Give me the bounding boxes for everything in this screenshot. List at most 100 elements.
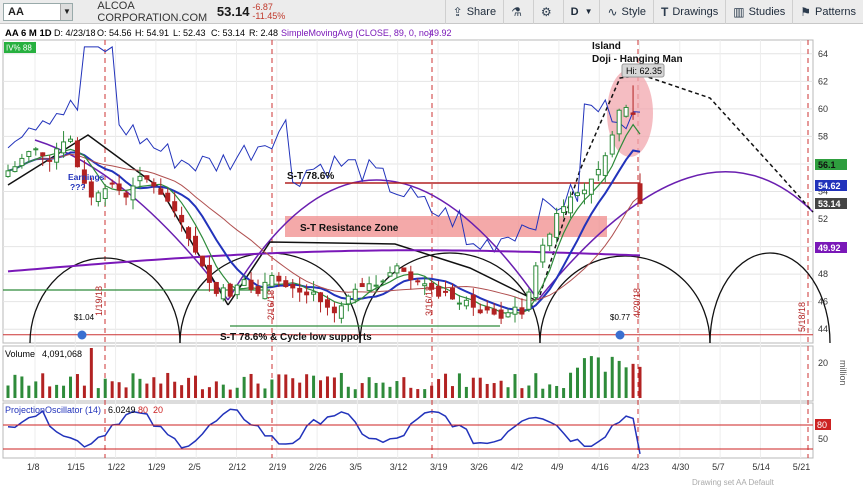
candle <box>387 272 393 277</box>
candle <box>477 309 483 314</box>
candle <box>26 151 32 157</box>
drawing-tool-icon: T <box>661 4 669 19</box>
candle <box>81 169 87 184</box>
candle <box>33 148 39 151</box>
symbol-input[interactable]: AA ▼ <box>3 2 74 21</box>
candle <box>123 192 129 198</box>
date-tick-label: 1/22 <box>108 462 126 472</box>
period-button[interactable]: D ▼ <box>562 0 600 24</box>
volume-bar <box>610 356 614 398</box>
candle <box>186 227 192 239</box>
price-tag-4992: 49.92 <box>818 243 841 253</box>
volume-bar <box>319 380 323 398</box>
volume-bar <box>409 387 413 398</box>
volume-bar <box>464 386 468 398</box>
volume-bar <box>55 384 59 398</box>
volume-bar <box>235 387 239 398</box>
candle <box>581 189 587 195</box>
volume-bar <box>617 360 621 398</box>
cycle-date-label: 1/19/18 <box>94 286 104 316</box>
candle <box>623 106 629 117</box>
price-tag-5314: 53.14 <box>818 199 841 209</box>
volume-bar <box>381 382 385 398</box>
candle <box>88 181 94 198</box>
period-label: D <box>570 5 579 18</box>
island-highlight <box>607 69 653 157</box>
date-tick-label: 3/19 <box>430 462 448 472</box>
flask-button[interactable]: ⚗ <box>503 0 533 24</box>
volume-bar <box>284 374 288 398</box>
candle <box>283 280 289 288</box>
candle <box>95 192 101 203</box>
date-tick-label: 1/15 <box>67 462 85 472</box>
studies-button[interactable]: ▥ Studies <box>725 0 792 24</box>
date-tick-label: 3/5 <box>349 462 362 472</box>
volume-bar <box>41 373 45 398</box>
date-tick-label: 3/26 <box>470 462 488 472</box>
candle <box>74 140 80 168</box>
volume-bar <box>353 389 357 398</box>
candle <box>484 306 490 311</box>
date-tick-label: 5/21 <box>793 462 811 472</box>
volume-bar <box>312 375 316 398</box>
studies-icon: ▥ <box>733 4 745 19</box>
candle <box>602 155 608 176</box>
candle <box>470 294 476 308</box>
volume-bar <box>423 389 427 398</box>
candle <box>54 148 60 163</box>
header-high: H: 54.91 <box>135 28 169 38</box>
header-study: SimpleMovingAvg (CLOSE, 89, 0, no) <box>281 28 432 38</box>
volume-bar <box>548 384 552 398</box>
volume-bars <box>6 348 642 398</box>
candle <box>574 192 580 197</box>
candle <box>241 279 247 286</box>
volume-bar <box>249 373 253 398</box>
volume-bar <box>117 382 121 398</box>
hi-callout <box>621 63 665 78</box>
share-button[interactable]: ⇪ Share <box>444 0 503 24</box>
earnings-icon[interactable] <box>77 330 87 340</box>
volume-bar <box>263 388 267 398</box>
support-label: S-T 78.6% & Cycle low supports <box>220 332 372 343</box>
volume-bar <box>499 380 503 398</box>
date-tick-label: 2/26 <box>309 462 327 472</box>
volume-bar <box>506 387 510 398</box>
candle <box>269 275 275 287</box>
volume-axis-top: 20 <box>818 358 828 368</box>
volume-bar <box>471 377 475 398</box>
candle <box>213 281 219 294</box>
volume-bar <box>221 384 225 398</box>
patterns-button[interactable]: ⚑ Patterns <box>792 0 863 24</box>
oscillator-tag-80 <box>815 419 831 430</box>
style-button[interactable]: ∿ Style <box>599 0 653 24</box>
price-tick-label: 48 <box>818 269 828 279</box>
date-tick-label: 1/29 <box>148 462 166 472</box>
symbol-value: AA <box>8 5 24 18</box>
volume-unit: million <box>838 360 848 386</box>
earnings-label-2: ??? <box>70 182 86 192</box>
oscillator-level-2: 20 <box>153 405 163 415</box>
chevron-down-icon[interactable]: ▼ <box>60 3 73 20</box>
volume-bar <box>194 375 198 398</box>
volume-bar <box>569 372 573 398</box>
earnings-icon[interactable] <box>615 330 625 340</box>
volume-bar <box>520 388 524 398</box>
candle <box>331 306 337 314</box>
date-tick-label: 3/12 <box>390 462 408 472</box>
volume-bar <box>13 374 17 398</box>
settings-button[interactable]: ⚙ <box>532 0 563 24</box>
volume-bar <box>457 373 461 398</box>
candle <box>443 290 449 293</box>
volume-bar <box>291 378 295 398</box>
header-open: O: 54.56 <box>97 28 132 38</box>
candle <box>359 283 365 288</box>
volume-bar <box>527 385 531 398</box>
volume-bar <box>152 377 156 398</box>
date-tick-label: 5/7 <box>712 462 725 472</box>
candle <box>68 138 74 142</box>
change-percent: -11.45% <box>252 10 286 21</box>
candle <box>165 192 171 202</box>
drawings-button[interactable]: T Drawings <box>653 0 725 24</box>
volume-bar <box>277 374 281 398</box>
